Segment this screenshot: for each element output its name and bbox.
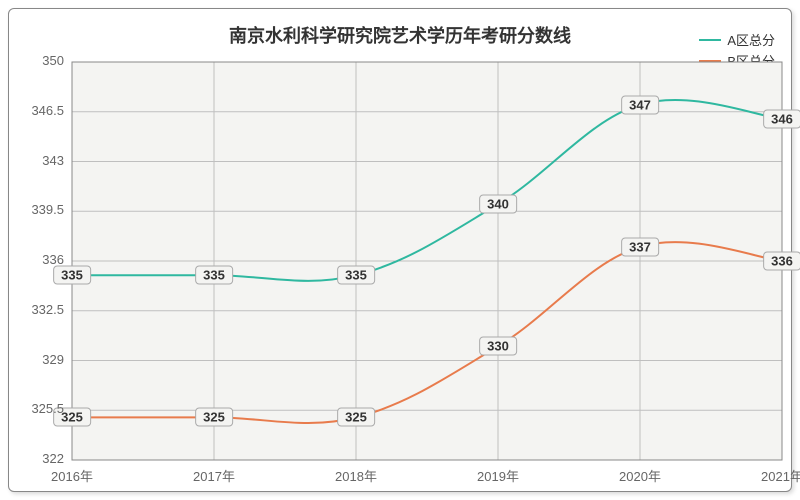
y-axis-label: 339.5	[14, 202, 64, 217]
data-label: 337	[621, 237, 659, 256]
y-axis-label: 350	[14, 53, 64, 68]
chart-container: 南京水利科学研究院艺术学历年考研分数线 A区总分B区总分 33533533534…	[0, 0, 800, 500]
x-axis-label: 2020年	[610, 466, 670, 485]
y-axis-label: 329	[14, 352, 64, 367]
x-axis-label: 2018年	[326, 466, 386, 485]
data-label: 335	[195, 266, 233, 285]
x-axis-label: 2019年	[468, 466, 528, 485]
y-axis-label: 336	[14, 252, 64, 267]
data-label: 335	[53, 266, 91, 285]
data-label: 325	[337, 408, 375, 427]
y-axis-label: 332.5	[14, 302, 64, 317]
chart-svg	[0, 0, 800, 500]
y-axis-label: 346.5	[14, 103, 64, 118]
data-label: 325	[195, 408, 233, 427]
y-axis-label: 325.5	[14, 401, 64, 416]
y-axis-label: 322	[14, 451, 64, 466]
x-axis-label: 2016年	[42, 466, 102, 485]
data-label: 346	[763, 109, 800, 128]
data-label: 336	[763, 252, 800, 271]
data-label: 347	[621, 95, 659, 114]
y-axis-label: 343	[14, 153, 64, 168]
x-axis-label: 2017年	[184, 466, 244, 485]
data-label: 340	[479, 195, 517, 214]
data-label: 330	[479, 337, 517, 356]
x-axis-label: 2021年	[752, 466, 800, 485]
data-label: 335	[337, 266, 375, 285]
